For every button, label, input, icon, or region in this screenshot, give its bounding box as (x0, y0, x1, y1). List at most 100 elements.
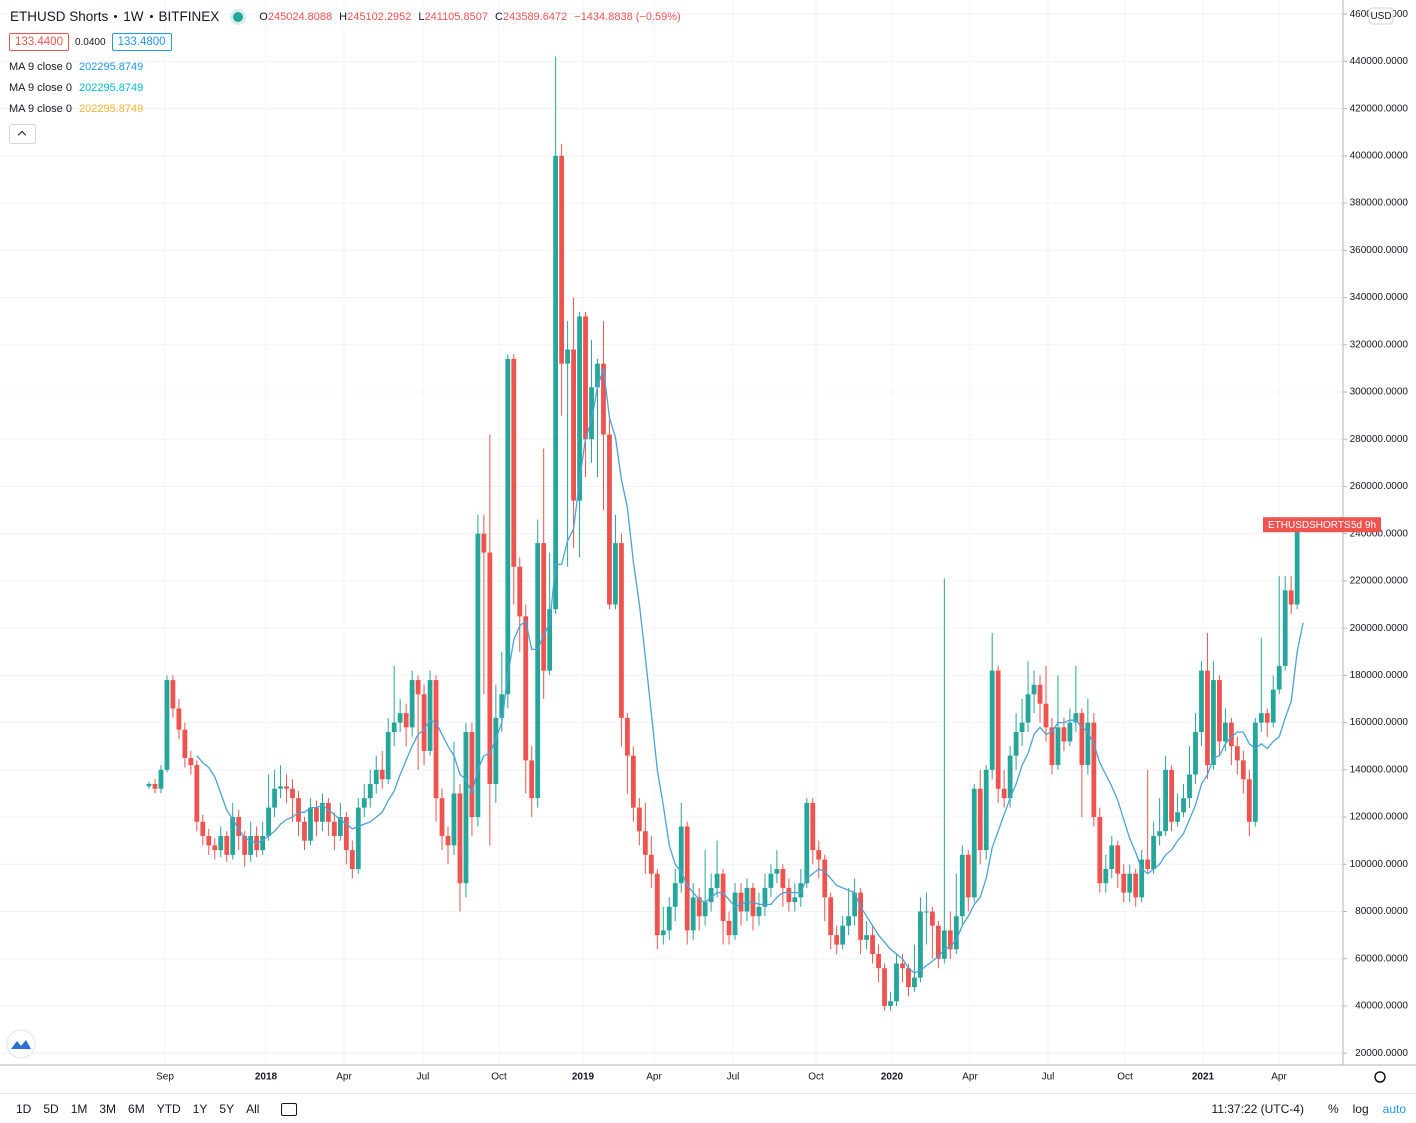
candle-body (654, 873, 660, 936)
candle-body (858, 892, 864, 940)
candle-body (1228, 722, 1234, 747)
candle-body (804, 802, 810, 884)
range-button[interactable]: 1Y (192, 1102, 208, 1116)
candle-body (971, 788, 977, 898)
y-tick-label: 140000.0000 (1350, 764, 1409, 775)
y-tick-label: 320000.0000 (1350, 339, 1409, 350)
range-button[interactable]: 1D (16, 1102, 32, 1116)
candle-body (296, 798, 301, 822)
price-label: ETHUSDSHORTS (1268, 520, 1351, 531)
candle-body (1223, 722, 1228, 742)
candle-body (834, 935, 840, 945)
candle-body (1121, 873, 1127, 893)
o-prefix: O (259, 10, 268, 23)
collapse-button[interactable] (9, 124, 36, 144)
candle-body (876, 954, 881, 969)
y-tick-label: 120000.0000 (1350, 812, 1409, 823)
candle-body (559, 155, 565, 364)
market-status (233, 11, 244, 22)
candle-body (648, 854, 654, 874)
indicator-label: MA 9 close 0 (9, 82, 72, 94)
candle-body (535, 543, 541, 799)
settings-icon[interactable] (1374, 1071, 1386, 1083)
range-button[interactable]: All (246, 1102, 260, 1116)
candle-body (188, 758, 194, 766)
candle-body (589, 387, 594, 440)
candle-body (959, 854, 965, 917)
candle-body (690, 897, 696, 931)
candle-body (756, 906, 762, 917)
candle-body (732, 892, 738, 936)
symbol[interactable]: ETHUSD Shorts (10, 9, 109, 24)
candle-body (146, 783, 152, 787)
percent-toggle[interactable]: % (1327, 1102, 1339, 1116)
candle-body (738, 892, 744, 912)
y-tick-label: 420000.0000 (1350, 103, 1409, 114)
candle-body (852, 892, 858, 917)
candle-body (433, 680, 439, 799)
candle-body (941, 930, 947, 959)
candle-body (326, 802, 331, 822)
y-tick-label: 60000.0000 (1355, 953, 1408, 964)
x-tick-label: Apr (1271, 1072, 1287, 1083)
candle-body (212, 845, 218, 851)
clock: 11:37:22 (UTC-4) (1211, 1102, 1304, 1116)
candle-body (1205, 670, 1210, 766)
candle-body (1037, 684, 1043, 704)
candle-body (882, 968, 887, 1006)
indicator-legend: MA 9 close 0 202295.8749 (9, 82, 143, 94)
auto-toggle[interactable]: auto (1382, 1102, 1406, 1116)
range-button[interactable]: 5Y (219, 1102, 235, 1116)
candle-body (607, 434, 612, 605)
candle-body (182, 729, 188, 759)
candle-body (1025, 694, 1031, 723)
x-tick-label: Oct (1117, 1072, 1133, 1083)
moving-average-line (196, 368, 1304, 974)
candle-body (343, 817, 349, 851)
candle-body (481, 533, 487, 553)
bid[interactable]: 133.4400 (9, 33, 69, 51)
candle-body (1264, 713, 1270, 723)
x-tick-label: Jul (727, 1072, 740, 1083)
candle-body (331, 821, 337, 836)
range-button[interactable]: 6M (128, 1102, 145, 1116)
range-button[interactable]: 1M (70, 1102, 88, 1116)
candle-body (1109, 845, 1115, 870)
candle-body (864, 935, 869, 940)
candle-body (499, 694, 505, 718)
candle-body (379, 769, 385, 780)
range-button[interactable]: 5D (43, 1102, 59, 1116)
candle-body (272, 788, 277, 808)
candle-body (762, 887, 768, 907)
goto-date[interactable] (281, 1102, 298, 1116)
candle-body (1115, 845, 1121, 874)
indicator-label: MA 9 close 0 (9, 103, 72, 115)
candle-body (194, 765, 200, 822)
candle-body (1007, 755, 1013, 799)
range-button[interactable]: 3M (99, 1102, 117, 1116)
candle-body (290, 788, 295, 799)
candle-body (924, 911, 929, 913)
y-tick-label: 360000.0000 (1350, 245, 1409, 256)
y-tick-label: 220000.0000 (1350, 576, 1409, 587)
candle-body (935, 925, 941, 959)
y-tick-label: 240000.0000 (1350, 528, 1409, 539)
candle-body (457, 793, 463, 884)
candle-body (415, 680, 421, 695)
x-tick-label: Jul (417, 1072, 430, 1083)
candle-body (625, 717, 630, 756)
range-button[interactable]: YTD (156, 1102, 181, 1116)
candle-body (714, 873, 720, 888)
y-tick-label: 380000.0000 (1350, 198, 1409, 209)
candle-body (248, 835, 254, 855)
candle-body (1288, 590, 1294, 605)
ask[interactable]: 133.4800 (111, 33, 172, 51)
candle-body (308, 807, 313, 841)
candle-body (170, 680, 176, 709)
interval[interactable]: 1W (123, 9, 144, 24)
candle-body (798, 883, 804, 898)
log-toggle[interactable]: log (1352, 1102, 1369, 1116)
y-tick-label: 20000.0000 (1355, 1048, 1408, 1059)
y-tick-label: 180000.0000 (1350, 670, 1409, 681)
candle-body (1079, 713, 1085, 766)
